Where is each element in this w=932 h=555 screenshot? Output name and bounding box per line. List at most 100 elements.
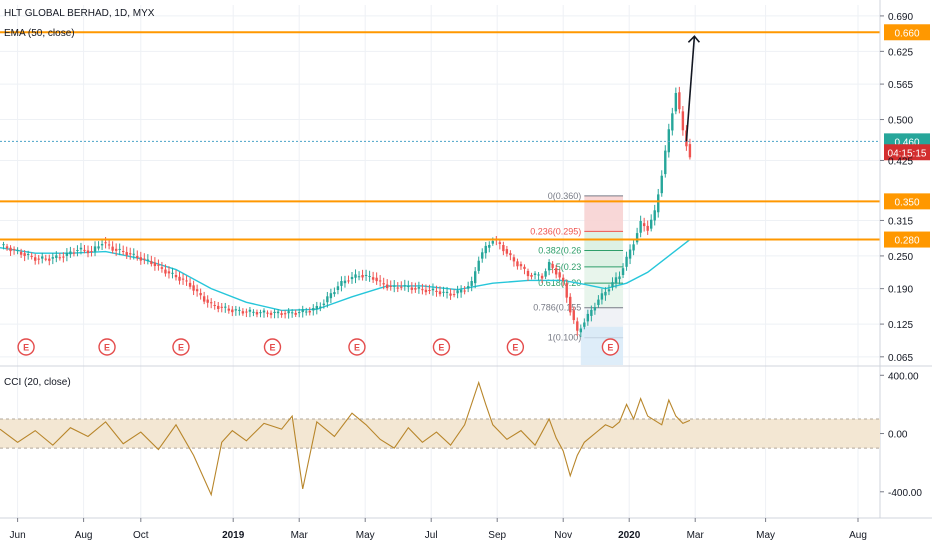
candle-body <box>400 286 403 288</box>
earnings-marker <box>506 338 525 356</box>
earnings-marker <box>601 338 620 356</box>
candle-body <box>509 253 512 256</box>
candle-body <box>386 284 389 289</box>
price-pane <box>0 5 880 365</box>
candle-body <box>157 264 160 266</box>
candle-body <box>438 291 442 295</box>
candle-body <box>491 241 494 244</box>
candle-body <box>5 246 9 249</box>
candle-body <box>294 312 297 315</box>
candle-body <box>224 306 227 308</box>
earnings-marker <box>263 338 282 356</box>
fib-zone <box>584 283 624 308</box>
candle-body <box>421 289 424 291</box>
candle-body <box>319 306 322 308</box>
price-label: 0.350 <box>894 197 919 208</box>
candle-body <box>93 246 97 252</box>
candle-body <box>551 264 554 268</box>
candle-body <box>607 289 611 292</box>
candle-body <box>210 302 213 304</box>
time-axis-label: Jul <box>425 530 438 541</box>
candle-body <box>378 280 382 282</box>
candle-body <box>364 274 368 276</box>
candle-body <box>533 273 537 275</box>
candle-body <box>139 257 142 261</box>
price-axis-label: 0.190 <box>888 285 913 296</box>
candle-body <box>477 260 480 271</box>
price-axis-label: 0.690 <box>888 12 913 23</box>
candle-body <box>688 144 692 158</box>
candle-body <box>618 276 621 280</box>
candle-body <box>298 312 301 314</box>
time-axis-label: May <box>756 530 775 541</box>
candle-body <box>143 258 146 260</box>
candle-body <box>125 252 128 256</box>
candle-body <box>79 247 83 250</box>
price-axis-label: 0.125 <box>888 320 913 331</box>
candle-body <box>23 253 26 256</box>
candle-body <box>466 286 470 289</box>
candle-body <box>164 269 167 274</box>
fib-label: 0.618(0.20 <box>538 278 581 288</box>
candle-body <box>104 242 107 244</box>
candle-body <box>660 175 663 194</box>
candle-body <box>375 277 378 282</box>
price-axis-label: 0.565 <box>888 80 913 91</box>
candle-body <box>202 296 206 302</box>
candle-body <box>37 258 40 260</box>
candle-body <box>276 311 280 314</box>
candle-body <box>657 194 660 213</box>
cci-line <box>0 380 691 497</box>
candle-body <box>122 251 125 252</box>
candle-body <box>463 290 466 292</box>
earnings-marker-label: E <box>354 343 360 353</box>
candle-body <box>505 249 509 254</box>
candle-body <box>51 257 54 259</box>
candle-body <box>114 248 118 251</box>
candle-body <box>562 277 565 282</box>
candle-body <box>69 251 72 255</box>
candle-body <box>350 276 354 280</box>
candle-body <box>470 281 473 286</box>
candle-body <box>266 312 269 314</box>
time-axis-label: Aug <box>75 530 93 541</box>
candle-body <box>153 262 157 267</box>
candle-body <box>248 309 252 312</box>
candle-body <box>354 274 357 278</box>
candle-body <box>502 245 505 252</box>
candle-body <box>569 296 572 313</box>
price-axis-label: 0.250 <box>888 252 913 263</box>
candle-body <box>653 210 656 221</box>
cci-legend[interactable]: CCI (20, close) <box>4 377 71 388</box>
chart-title[interactable]: HLT GLOBAL BERHAD, 1D, MYX <box>4 8 155 19</box>
candle-body <box>664 150 667 175</box>
candle-body <box>579 328 582 333</box>
candle-body <box>424 289 428 293</box>
candle-body <box>171 272 174 274</box>
ema-legend[interactable]: EMA (50, close) <box>4 28 75 39</box>
candle-body <box>449 293 452 296</box>
arrow-head <box>687 35 701 43</box>
candle-body <box>9 247 12 252</box>
cci-axis-label: -400.00 <box>888 488 922 499</box>
candle-body <box>611 282 614 288</box>
candle-body <box>30 255 33 257</box>
candle-body <box>678 92 681 110</box>
candle-body <box>576 321 579 331</box>
candle-body <box>597 299 600 305</box>
candle-body <box>442 291 445 293</box>
candle-body <box>498 242 502 244</box>
candle-body <box>544 271 547 277</box>
candle-body <box>58 257 62 259</box>
candle-body <box>639 221 642 233</box>
candle-body <box>435 290 438 293</box>
fib-zone <box>584 250 624 267</box>
candle-body <box>625 256 628 267</box>
candle-body <box>312 308 315 311</box>
candle-body <box>371 277 375 280</box>
candle-body <box>231 309 234 313</box>
candle-body <box>178 276 181 281</box>
price-label-box <box>884 144 930 161</box>
fib-label: 0(0.360) <box>548 191 582 201</box>
